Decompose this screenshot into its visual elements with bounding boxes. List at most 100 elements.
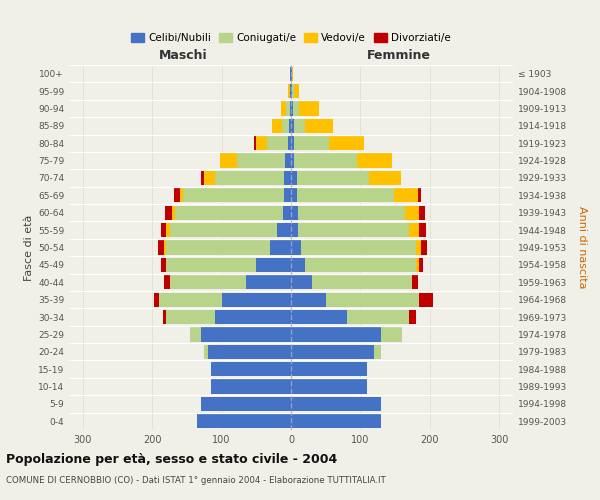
Bar [281, 102, 286, 116]
Bar [370, 171, 401, 185]
Bar [175, 188, 180, 202]
Bar [154, 292, 159, 307]
Bar [270, 240, 291, 254]
Bar [347, 310, 409, 324]
Bar [163, 310, 166, 324]
Bar [305, 118, 332, 133]
Bar [215, 310, 291, 324]
Bar [291, 206, 298, 220]
Bar [166, 223, 170, 237]
Bar [394, 188, 418, 202]
Bar [418, 188, 421, 202]
Bar [419, 206, 425, 220]
Bar [419, 258, 423, 272]
Bar [170, 275, 246, 289]
Bar [294, 84, 299, 98]
Bar [288, 84, 290, 98]
Bar [256, 258, 291, 272]
Bar [284, 171, 291, 185]
Bar [267, 136, 287, 150]
Bar [164, 240, 166, 254]
Bar [291, 66, 292, 81]
Bar [291, 275, 312, 289]
Bar [287, 136, 291, 150]
Bar [220, 154, 237, 168]
Bar [406, 206, 419, 220]
Bar [291, 102, 293, 116]
Text: Femmine: Femmine [367, 50, 431, 62]
Bar [298, 206, 406, 220]
Bar [301, 240, 416, 254]
Bar [166, 310, 215, 324]
Bar [291, 292, 326, 307]
Bar [421, 240, 427, 254]
Bar [286, 154, 291, 168]
Bar [237, 154, 286, 168]
Bar [291, 188, 296, 202]
Bar [158, 240, 164, 254]
Bar [201, 328, 291, 342]
Bar [416, 240, 421, 254]
Bar [204, 344, 208, 359]
Bar [292, 66, 293, 81]
Bar [291, 397, 381, 411]
Bar [416, 258, 419, 272]
Bar [295, 136, 329, 150]
Bar [291, 84, 292, 98]
Bar [256, 136, 267, 150]
Legend: Celibi/Nubili, Coniugati/e, Vedovi/e, Divorziati/e: Celibi/Nubili, Coniugati/e, Vedovi/e, Di… [128, 30, 454, 46]
Bar [296, 171, 370, 185]
Bar [159, 292, 221, 307]
Bar [166, 240, 270, 254]
Bar [419, 292, 433, 307]
Bar [175, 206, 283, 220]
Bar [357, 154, 392, 168]
Bar [161, 223, 166, 237]
Bar [291, 118, 295, 133]
Bar [197, 414, 291, 428]
Bar [201, 171, 204, 185]
Bar [298, 223, 409, 237]
Bar [409, 223, 419, 237]
Bar [291, 328, 381, 342]
Bar [291, 380, 367, 394]
Bar [282, 118, 289, 133]
Bar [295, 118, 305, 133]
Bar [190, 328, 201, 342]
Bar [204, 171, 215, 185]
Bar [201, 397, 291, 411]
Bar [180, 188, 184, 202]
Bar [211, 362, 291, 376]
Bar [374, 344, 381, 359]
Bar [329, 136, 364, 150]
Bar [290, 102, 291, 116]
Bar [161, 258, 166, 272]
Y-axis label: Fasce di età: Fasce di età [24, 214, 34, 280]
Bar [290, 84, 291, 98]
Bar [283, 206, 291, 220]
Bar [291, 414, 381, 428]
Bar [289, 118, 291, 133]
Bar [246, 275, 291, 289]
Bar [291, 258, 305, 272]
Bar [286, 102, 290, 116]
Bar [295, 154, 357, 168]
Bar [291, 136, 295, 150]
Bar [326, 292, 419, 307]
Bar [221, 292, 291, 307]
Bar [291, 154, 295, 168]
Bar [165, 206, 172, 220]
Bar [290, 66, 291, 81]
Bar [291, 171, 296, 185]
Bar [291, 344, 374, 359]
Bar [381, 328, 402, 342]
Bar [170, 223, 277, 237]
Bar [409, 310, 416, 324]
Bar [296, 188, 394, 202]
Bar [312, 275, 412, 289]
Bar [284, 188, 291, 202]
Bar [293, 102, 299, 116]
Text: Popolazione per età, sesso e stato civile - 2004: Popolazione per età, sesso e stato civil… [6, 452, 337, 466]
Bar [291, 240, 301, 254]
Bar [299, 102, 319, 116]
